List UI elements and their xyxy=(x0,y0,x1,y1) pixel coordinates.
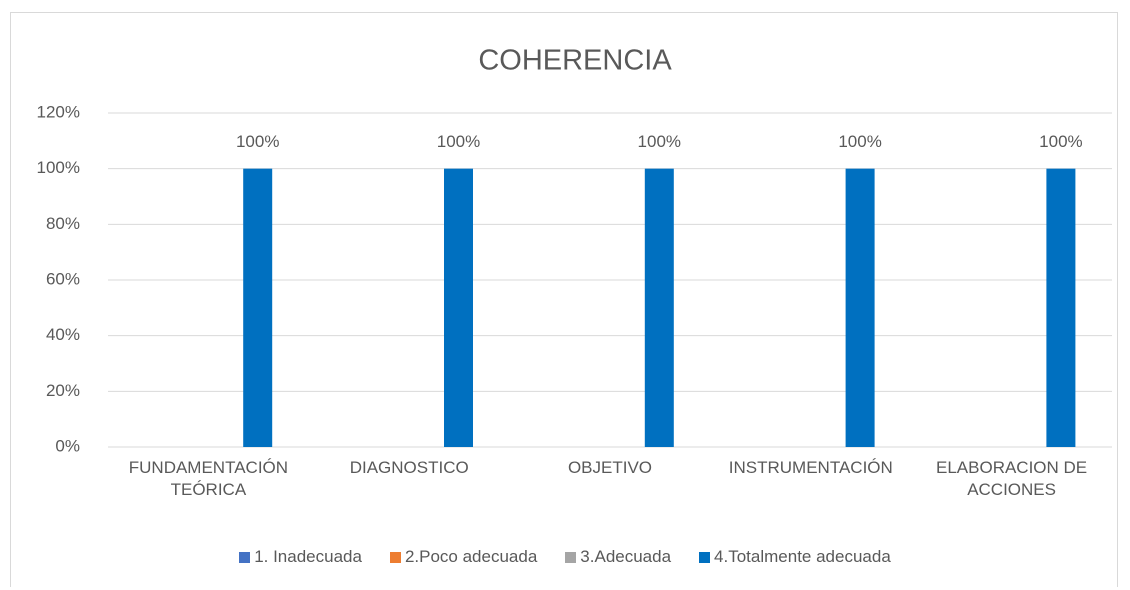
legend-swatch xyxy=(565,551,577,563)
legend-label: 4.Totalmente adecuada xyxy=(714,547,891,566)
legend-swatch xyxy=(699,551,711,563)
data-label: 100% xyxy=(236,132,279,151)
y-tick-label: 20% xyxy=(46,381,80,400)
legend-item: 4.Totalmente adecuada xyxy=(699,547,891,567)
y-tick-label: 120% xyxy=(37,102,80,121)
y-tick-label: 100% xyxy=(37,158,80,177)
y-tick-label: 0% xyxy=(55,436,80,455)
legend-label: 2.Poco adecuada xyxy=(404,547,538,566)
legend-swatch xyxy=(389,551,401,563)
data-label: 100% xyxy=(838,132,881,151)
bar xyxy=(845,168,875,447)
legend-label: 3.Adecuada xyxy=(580,547,672,566)
x-tick-label: FUNDAMENTACIÓN TEÓRICA xyxy=(128,458,289,499)
x-tick-label: OBJETIVO xyxy=(567,458,653,477)
legend: 1. Inadecuada 2.Poco adecuada 3.Adecuada 4.… xyxy=(0,547,1130,567)
x-tick-label: DIAGNOSTICO xyxy=(349,458,469,477)
bar xyxy=(1046,168,1076,447)
data-label: 100% xyxy=(437,132,480,151)
bar xyxy=(444,168,473,447)
bar xyxy=(644,168,674,447)
x-tick-label: ELABORACION DE ACCIONES xyxy=(936,458,1088,499)
bar xyxy=(243,168,273,447)
legend-label: 1. Inadecuada xyxy=(254,547,362,566)
legend-item: 1. Inadecuada xyxy=(239,547,362,567)
data-label: 100% xyxy=(1039,132,1082,151)
chart-title: COHERENCIA xyxy=(478,45,672,77)
x-tick-label: INSTRUMENTACIÓN xyxy=(728,458,893,477)
y-tick-label: 80% xyxy=(46,214,80,233)
y-tick-label: 40% xyxy=(46,325,80,344)
chart-frame xyxy=(10,12,1118,587)
legend-item: 2.Poco adecuada xyxy=(389,547,538,567)
y-tick-label: 60% xyxy=(46,269,80,288)
data-label: 100% xyxy=(638,132,681,151)
legend-item: 3.Adecuada xyxy=(565,547,671,567)
legend-swatch xyxy=(239,551,251,563)
